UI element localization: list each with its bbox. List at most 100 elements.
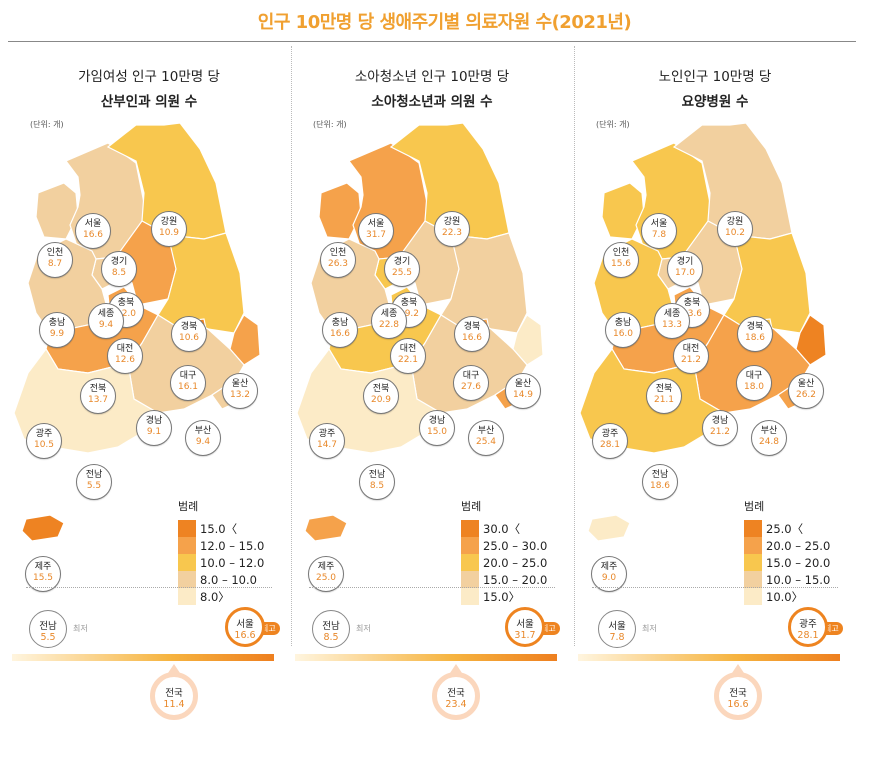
region-value: 8.5	[111, 268, 127, 278]
region-value: 13.7	[87, 395, 109, 405]
legend-label: 25.0〈	[766, 521, 804, 536]
title-rule	[8, 41, 856, 42]
national-pointer	[732, 664, 744, 673]
summary-name: 서울	[236, 619, 254, 630]
region-label: 대구 27.6	[453, 365, 489, 401]
unit-label: (단위: 개)	[30, 120, 64, 129]
lowest-badge: 전남 5.5	[29, 610, 67, 648]
legend-swatch	[178, 554, 196, 571]
legend: 범례 25.0〈 20.0 – 25.0 15.0 – 20.0 10.0 – 15.0…	[744, 498, 830, 605]
region-name: 제주	[317, 562, 335, 572]
region-value: 26.2	[795, 390, 817, 400]
legend-swatch	[744, 537, 762, 554]
region-label: 인천 8.7	[37, 242, 73, 278]
legend-swatch	[461, 571, 479, 588]
region-value: 5.5	[86, 481, 102, 491]
region-label: 세종 9.4	[88, 303, 124, 339]
region-label: 세종 22.8	[371, 303, 407, 339]
region-name: 인천	[46, 248, 64, 258]
lowest-tag: 최저	[642, 624, 657, 633]
region-value: 18.6	[649, 481, 671, 491]
region-value: 22.8	[378, 320, 400, 330]
summary-divider	[309, 587, 555, 588]
region-label: 광주 28.1	[592, 423, 628, 459]
region-label: 제주 9.0	[591, 556, 627, 592]
summary-value: 8.5	[323, 632, 339, 643]
lowest-tag: 최저	[356, 624, 371, 633]
region-value: 10.2	[724, 228, 746, 238]
legend-swatch	[744, 520, 762, 537]
region-name: 울산	[514, 379, 532, 389]
region-label: 전북 13.7	[80, 378, 116, 414]
summary-gradient-bar	[578, 654, 840, 661]
region-name: 강원	[726, 217, 744, 227]
summary-value: 5.5	[40, 632, 56, 643]
region-value: 13.3	[661, 320, 683, 330]
region-label: 대구 18.0	[736, 365, 772, 401]
legend-item: 25.0 – 30.0	[461, 537, 547, 554]
national-pointer	[168, 664, 180, 673]
legend-label: 15.0〉	[483, 589, 521, 604]
national-badge: 전국 16.6	[714, 672, 762, 720]
region-label: 전남 18.6	[642, 464, 678, 500]
panel-divider	[291, 46, 292, 646]
region-value: 13.2	[229, 390, 251, 400]
region-label: 강원 22.3	[434, 211, 470, 247]
legend-swatch	[178, 520, 196, 537]
national-badge: 전국 11.4	[150, 672, 198, 720]
region-name: 울산	[231, 379, 249, 389]
region-label: 전남 5.5	[76, 464, 112, 500]
region-value: 15.5	[32, 573, 54, 583]
legend-item: 25.0〈	[744, 520, 830, 537]
legend-label: 15.0 – 20.0	[483, 572, 548, 587]
region-value: 19.2	[398, 309, 420, 319]
region-value: 12.6	[114, 355, 136, 365]
region-value: 14.7	[316, 440, 338, 450]
region-label: 울산 26.2	[788, 373, 824, 409]
legend-swatch	[178, 588, 196, 605]
region-name: 대구	[462, 371, 480, 381]
legend-label: 8.0〉	[200, 589, 230, 604]
summary-value: 11.4	[163, 699, 185, 710]
legend-title: 범례	[178, 500, 199, 513]
region-name: 제주	[600, 562, 618, 572]
region-value: 27.6	[460, 382, 482, 392]
summary-name: 서울	[516, 619, 534, 630]
region-name: 경기	[676, 257, 694, 267]
region-label: 대전 21.2	[673, 338, 709, 374]
legend-item: 15.0 – 20.0	[744, 554, 830, 571]
region-value: 8.5	[369, 481, 385, 491]
region-value: 8.7	[47, 259, 63, 269]
legend-swatch	[744, 571, 762, 588]
legend-item: 8.0〉	[178, 588, 264, 605]
region-name: 부산	[760, 426, 778, 436]
region-value: 9.4	[195, 437, 211, 447]
summary-name: 전국	[447, 688, 465, 699]
page-title: 인구 10만명 당 생애주기별 의료자원 수(2021년)	[257, 12, 632, 33]
region-label: 대구 16.1	[170, 365, 206, 401]
legend-item: 8.0 – 10.0	[178, 571, 264, 588]
region-name: 충북	[683, 298, 701, 308]
region-name: 전북	[372, 384, 390, 394]
highest-badge: 서울 16.6	[225, 607, 265, 647]
region-name: 전남	[85, 470, 103, 480]
region-label: 제주 25.0	[308, 556, 344, 592]
legend-swatch	[461, 520, 479, 537]
summary-divider	[26, 587, 272, 588]
highest-badge: 서울 31.7	[505, 607, 545, 647]
region-label: 경기 17.0	[667, 251, 703, 287]
summary-divider	[592, 587, 838, 588]
region-name: 충남	[48, 318, 66, 328]
summary-value: 23.4	[445, 699, 467, 710]
legend-title: 범례	[744, 500, 765, 513]
region-value: 31.7	[365, 230, 387, 240]
region-name: 부산	[477, 426, 495, 436]
region-label: 경북 10.6	[171, 316, 207, 352]
region-label: 대전 22.1	[390, 338, 426, 374]
korea-map	[296, 122, 544, 542]
region-label: 울산 14.9	[505, 373, 541, 409]
summary-gradient-bar	[295, 654, 557, 661]
legend-item: 20.0 – 25.0	[461, 554, 547, 571]
legend: 범례 30.0〈 25.0 – 30.0 20.0 – 25.0 15.0 – 20.0…	[461, 498, 547, 605]
region-value: 7.8	[651, 230, 667, 240]
